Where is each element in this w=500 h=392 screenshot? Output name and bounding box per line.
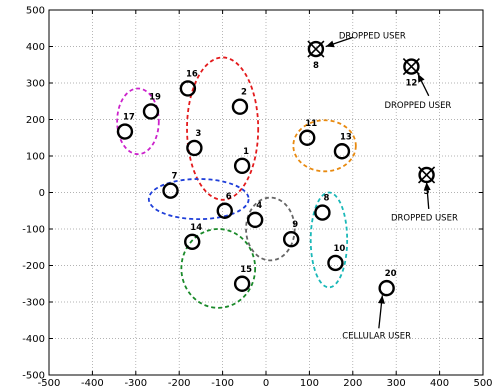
user-label-9: 9 [292,220,298,230]
user-label-1: 1 [243,147,249,157]
annotation-arrow-head [417,73,425,83]
y-tick-label: 0 [39,188,45,199]
x-tick-label: 500 [473,378,492,389]
y-tick-label: 100 [26,152,45,163]
y-tick-label: -400 [22,334,45,345]
dropped-cross-line [307,40,325,58]
user-marker-7 [162,182,179,199]
user-marker-14 [184,233,201,250]
y-tick-label: 500 [26,6,45,17]
cluster-ellipses [116,56,357,309]
cluster-ellipse-cyan [309,191,349,289]
annotation-text: DROPPED USER [391,213,458,223]
user-marker-10 [327,254,344,272]
user-label-17: 17 [123,113,135,123]
user-label-2: 2 [241,88,247,98]
annotation-arrow-head [377,295,385,304]
annotation-text: DROPPED USER [339,32,406,42]
axes: -500 -400 -300 -200 -100 0 100 200 300 400 5005004… [22,6,492,390]
grid-lines [49,10,483,375]
user-marker-8 [314,204,331,221]
user-marker-13 [333,143,351,160]
user-label-7: 7 [172,172,178,182]
dropped-cross-line [418,166,436,184]
user-marker-5 [418,166,435,184]
user-label-20: 20 [385,269,397,279]
user-label-11: 11 [305,119,317,129]
annotations: DROPPED USER DROPPED USER DROPPED USER CELL… [325,32,458,342]
x-tick-label: 300 [387,378,406,389]
y-tick-label: -100 [22,225,45,236]
user-label-16: 16 [186,69,198,79]
x-tick-label: -400 [81,378,104,389]
user-marker-2 [231,98,249,115]
user-marker-12 [403,58,420,75]
user-label-13: 13 [340,132,352,142]
user-label-4: 4 [256,201,262,211]
user-marker-4 [246,211,264,229]
y-tick-label: -200 [22,261,45,272]
x-tick-label: 400 [430,378,449,389]
x-tick-label: -500 [38,378,61,389]
user-marker-9 [282,231,300,248]
user-marker-11 [299,129,316,146]
cluster-ellipse-green [180,228,257,309]
y-tick-label: 200 [26,115,45,126]
user-label-15: 15 [240,265,252,275]
user-marker-17 [116,123,134,140]
user-marker-15 [233,275,251,292]
y-tick-label: -300 [22,298,45,309]
y-tick-label: 300 [26,79,45,90]
user-marker-3 [186,139,203,157]
cluster-ellipse-magenta [116,87,160,156]
cluster-ellipse-orange [292,119,357,173]
x-tick-label: -300 [124,378,147,389]
user-label-3: 3 [195,129,201,139]
user-label-10: 10 [334,244,346,254]
user-label-8: 8 [313,61,319,71]
annotation-arrow-head [325,40,335,48]
user-marker-8 [307,40,325,58]
user-marker-6 [216,202,233,219]
y-tick-label: 400 [26,42,45,53]
user-label-5: 5 [424,187,430,197]
user-marker-16 [179,80,197,97]
cluster-ellipse-gray [245,196,296,262]
dropped-cross-line [402,58,420,76]
x-tick-label: 0 [263,378,269,389]
user-label-6: 6 [226,192,232,202]
user-marker-20 [378,279,395,297]
annotation-text: CELLULAR USER [342,332,411,342]
y-tick-label: -500 [22,371,45,382]
user-label-19: 19 [149,92,161,102]
user-label-14: 14 [190,223,202,233]
user-marker-1 [233,157,251,175]
user-label-12: 12 [405,79,417,89]
cluster-ellipse-red [186,56,260,201]
annotation-arrow-head [423,182,431,191]
x-tick-label: 100 [300,378,319,389]
x-tick-label: -200 [168,378,191,389]
x-tick-label: 200 [343,378,362,389]
user-label-8: 8 [323,194,329,204]
x-tick-label: -100 [211,378,234,389]
cluster-ellipse-blue [147,178,250,221]
annotation-text: DROPPED USER [384,101,451,111]
user-marker-19 [142,103,160,120]
